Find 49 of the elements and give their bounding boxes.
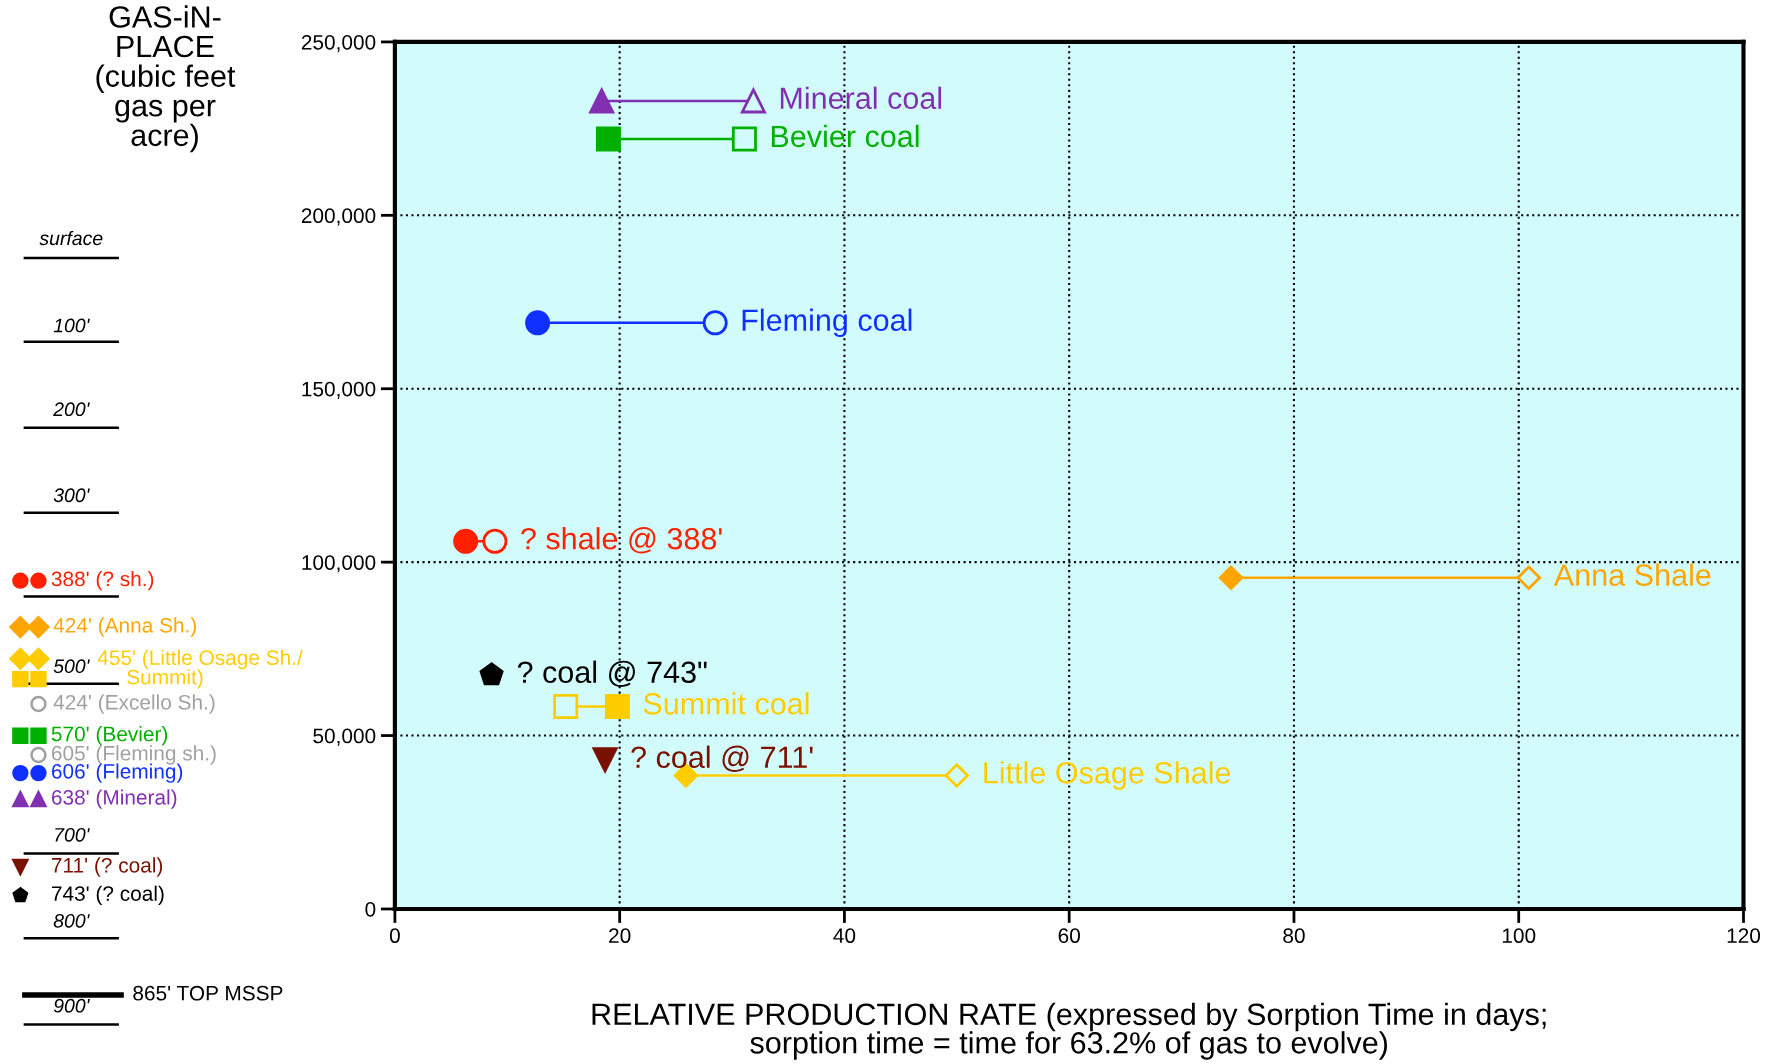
text: 100': [53, 318, 90, 333]
series-label: ? shale @ 388': [521, 527, 722, 554]
series-label: Mineral coal: [780, 86, 942, 110]
series-label: Bevier coal: [771, 124, 919, 148]
text: 455' (Little Osage Sh./ Summit): [97, 649, 303, 689]
text: 700': [55, 827, 90, 842]
point: [479, 662, 504, 686]
text: 424' (Excello Sh.): [53, 694, 215, 714]
x-tick-label: 60: [1058, 928, 1080, 944]
series-label: ? coal @ 711': [631, 745, 813, 772]
text: 638' (Mineral): [51, 789, 177, 809]
point: [453, 528, 479, 554]
text: 424' (Anna Sh.): [53, 617, 196, 637]
text: 606' (Fleming): [51, 763, 183, 783]
x-tick-label: 0: [389, 928, 400, 944]
point: [525, 310, 551, 336]
x-tick-label: 100: [1502, 928, 1536, 944]
text: 900': [53, 998, 90, 1013]
series-label: Fleming coal: [742, 308, 912, 338]
x-tick-label: 120: [1727, 928, 1761, 944]
y-tick-label: 250,000: [301, 34, 376, 53]
series-label: Summit coal: [643, 692, 809, 715]
series-label: Anna Shale: [1553, 563, 1711, 586]
text: 388' (? sh.): [51, 570, 154, 591]
series-label: Little Osage Shale: [984, 761, 1231, 790]
x-tick-label: 80: [1283, 928, 1305, 944]
y-tick-label: 100,000: [302, 555, 376, 573]
text: 300': [53, 488, 90, 503]
x-tick-label: 40: [833, 928, 856, 944]
point: [595, 126, 621, 152]
x-axis-title: RELATIVE PRODUCTION RATE (expressed by Sorption Time in days; sorption time = time for 63.2% of gas to evolve): [592, 1002, 1546, 1060]
point: [592, 747, 618, 773]
text: 200': [53, 402, 90, 417]
y-axis-title: GAS-iN- PLACE (cubic feet gas per acre): [96, 5, 236, 153]
y-tick-label: 150,000: [302, 381, 376, 399]
text: 711' (? coal): [51, 857, 163, 877]
text: 743' (? coal): [51, 885, 164, 906]
text: 570' (Bevier): [51, 726, 168, 746]
text: surface: [39, 230, 103, 246]
y-tick-label: 0: [365, 901, 376, 917]
text: 500': [53, 659, 90, 674]
point: [1218, 565, 1244, 590]
text: 865' TOP MSSP: [133, 985, 283, 1001]
point: [589, 88, 615, 114]
text: 800': [53, 913, 90, 928]
x-tick-label: 20: [609, 928, 631, 944]
y-tick-label: 200,000: [301, 208, 376, 226]
series-label: ? coal @ 743": [517, 660, 707, 687]
y-tick-label: 50,000: [313, 728, 376, 746]
